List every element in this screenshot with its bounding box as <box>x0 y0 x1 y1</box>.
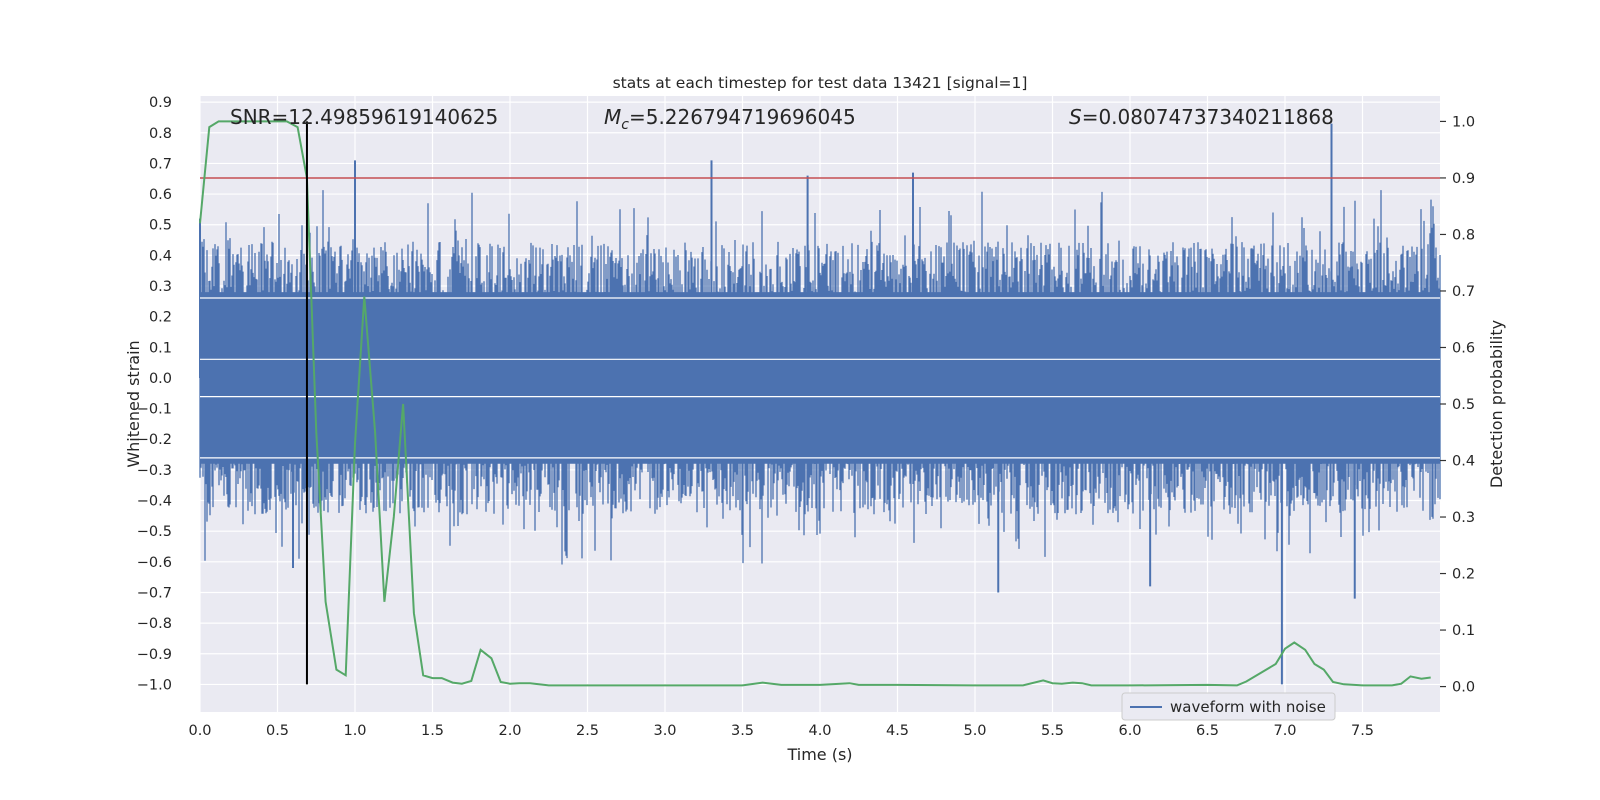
legend-box <box>1121 692 1336 721</box>
x-tick-label: 6.0 <box>1118 723 1141 739</box>
x-axis-ticks: 0.0 0.5 1.0 1.5 2.0 2.5 3.0 3.5 4.0 4.5 5.0 5.5 6.0 6… <box>188 723 1374 739</box>
y-left-tick-label: 0.7 <box>149 156 172 172</box>
y-left-tick-label: −0.3 <box>137 463 172 479</box>
legend-label: waveform with noise <box>1170 698 1326 716</box>
s-annotation: S=0.08074737340211868 <box>1069 105 1334 129</box>
y-right-tick-label: 1.0 <box>1452 114 1475 130</box>
x-tick-label: 1.0 <box>343 723 366 739</box>
y-axis-right-label: Detection probability <box>1487 320 1506 488</box>
y-left-tick-label: −0.5 <box>137 524 172 540</box>
y-left-tick-label: −0.2 <box>137 432 172 448</box>
x-tick-label: 3.5 <box>731 723 754 739</box>
y-left-tick-label: 0.8 <box>149 126 172 142</box>
probability-series <box>199 120 1431 687</box>
snr-annotation: SNR=12.49859619140625 <box>230 105 498 129</box>
waveform-series <box>199 123 1441 685</box>
y-right-tick-label: 0.9 <box>1452 171 1475 187</box>
chirp-mass-symbol: M <box>604 105 621 129</box>
x-tick-label: 4.0 <box>808 723 831 739</box>
chirp-mass-annotation: Mc=5.226794719696045 <box>604 105 856 133</box>
y-right-tick-label: 0.7 <box>1452 284 1475 300</box>
chart-title: stats at each timestep for test data 134… <box>613 74 1028 92</box>
y-left-tick-label: 0.1 <box>149 340 172 356</box>
chirp-mass-subscript: c <box>621 117 629 133</box>
y-right-tick-label: 0.1 <box>1452 623 1475 639</box>
y-left-tick-label: 0.6 <box>149 187 172 203</box>
x-tick-label: 4.5 <box>886 723 909 739</box>
x-tick-label: 5.0 <box>963 723 986 739</box>
x-tick-label: 5.5 <box>1041 723 1064 739</box>
x-tick-label: 7.0 <box>1273 723 1296 739</box>
x-tick-label: 0.5 <box>266 723 289 739</box>
y-left-tick-label: −1.0 <box>137 677 172 693</box>
y-left-tick-label: −0.4 <box>137 494 172 510</box>
y-right-tick-label: 0.5 <box>1452 397 1475 413</box>
y-left-tick-label: 0.0 <box>149 371 172 387</box>
x-axis-label: Time (s) <box>786 745 852 764</box>
y-right-tick-label: 0.0 <box>1452 680 1475 696</box>
y-left-tick-label: −0.8 <box>137 616 172 632</box>
y-right-tick-label: 0.2 <box>1452 567 1475 583</box>
y-right-tick-label: 0.4 <box>1452 454 1475 470</box>
y-axis-left-ticks: 0.9 0.8 0.7 0.6 0.5 0.4 0.3 0.2 0.1 0.0 −0.1 −0.2 −0… <box>137 95 172 693</box>
y-left-tick-label: 0.5 <box>149 218 172 234</box>
x-tick-label: 0.0 <box>188 723 211 739</box>
legend: waveform with noise <box>1121 692 1336 721</box>
y-left-tick-label: −0.1 <box>137 402 172 418</box>
s-symbol: S <box>1069 105 1082 129</box>
y-right-tick-label: 0.3 <box>1452 510 1475 526</box>
y-right-tick-label: 0.6 <box>1452 340 1475 356</box>
y-left-tick-label: −0.9 <box>137 647 172 663</box>
chirp-mass-value: =5.226794719696045 <box>629 105 856 129</box>
y-left-tick-label: 0.2 <box>149 310 172 326</box>
y-left-tick-label: −0.7 <box>137 585 172 601</box>
y-left-tick-label: −0.6 <box>137 555 172 571</box>
y-left-tick-label: 0.9 <box>149 95 172 111</box>
x-tick-label: 7.5 <box>1351 723 1374 739</box>
y-axis-left-label: Whitened strain <box>124 340 143 467</box>
x-tick-label: 6.5 <box>1196 723 1219 739</box>
x-tick-label: 1.5 <box>421 723 444 739</box>
y-left-tick-label: 0.4 <box>149 248 172 264</box>
s-value: =0.08074737340211868 <box>1082 105 1334 129</box>
y-right-tick-label: 0.8 <box>1452 227 1475 243</box>
x-tick-label: 2.5 <box>576 723 599 739</box>
x-tick-label: 2.0 <box>498 723 521 739</box>
y-left-tick-label: 0.3 <box>149 279 172 295</box>
y-axis-right-ticks: 1.0 0.9 0.8 0.7 0.6 0.5 0.4 0.3 0.2 0.1 0.0 <box>1440 114 1475 696</box>
x-tick-label: 3.0 <box>653 723 676 739</box>
waveform-core <box>200 292 1440 464</box>
